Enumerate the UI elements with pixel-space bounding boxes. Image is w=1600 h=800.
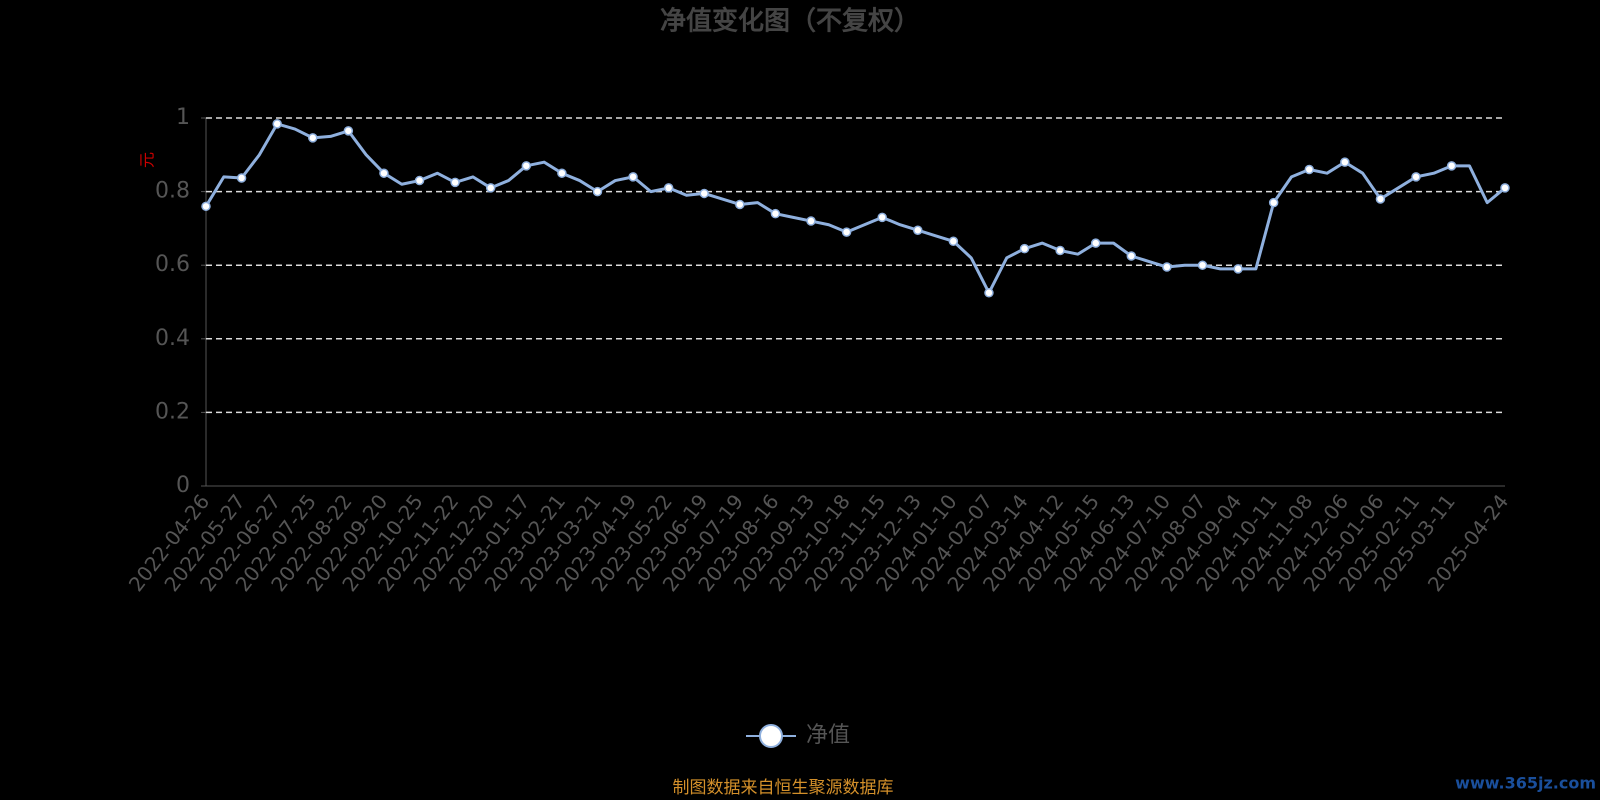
y-axis-label: 元 xyxy=(138,152,157,168)
point-marker xyxy=(1304,164,1315,175)
point-marker xyxy=(1162,262,1172,272)
y-tick-label: 0.6 xyxy=(155,252,190,277)
point-marker xyxy=(913,225,923,235)
legend-marker xyxy=(759,724,783,748)
point-marker xyxy=(1233,264,1243,274)
point-marker xyxy=(1500,183,1510,193)
point-marker xyxy=(343,126,354,136)
point-marker xyxy=(1019,243,1030,254)
point-marker xyxy=(699,188,709,199)
source-note: 制图数据来自恒生聚源数据库 xyxy=(673,778,894,798)
point-marker xyxy=(272,119,282,129)
point-marker xyxy=(806,216,816,226)
point-marker xyxy=(877,212,887,223)
point-marker xyxy=(450,177,460,188)
y-tick-label: 0 xyxy=(176,473,190,498)
point-marker xyxy=(1126,251,1137,261)
point-marker xyxy=(735,199,745,210)
point-marker xyxy=(557,168,567,178)
y-tick-label: 0.4 xyxy=(155,326,190,351)
point-marker xyxy=(1055,245,1065,256)
legend-label[interactable]: 净值 xyxy=(806,723,850,748)
y-tick-label: 0.2 xyxy=(155,399,190,424)
watermark: www.365jz.com xyxy=(1455,774,1596,793)
point-marker xyxy=(1446,161,1457,171)
point-marker xyxy=(1268,197,1279,208)
point-marker xyxy=(485,183,496,193)
point-marker xyxy=(379,168,389,178)
point-marker xyxy=(1197,260,1208,270)
point-marker xyxy=(236,173,247,183)
point-marker xyxy=(1411,172,1421,182)
point-marker xyxy=(663,183,674,193)
point-marker xyxy=(308,133,318,143)
point-marker xyxy=(521,161,532,171)
point-marker xyxy=(201,201,211,212)
point-marker xyxy=(628,172,638,182)
point-marker xyxy=(841,227,852,237)
point-marker xyxy=(770,208,781,219)
y-tick-label: 1 xyxy=(176,105,190,130)
point-marker xyxy=(1090,238,1101,248)
point-marker xyxy=(1375,194,1386,204)
chart-title: 净值变化图（不复权） xyxy=(660,6,920,37)
point-marker xyxy=(592,186,603,197)
y-tick-label: 0.8 xyxy=(155,179,190,204)
point-marker xyxy=(948,236,959,247)
point-marker xyxy=(414,175,425,186)
point-marker xyxy=(984,288,994,298)
point-marker xyxy=(1340,157,1350,167)
